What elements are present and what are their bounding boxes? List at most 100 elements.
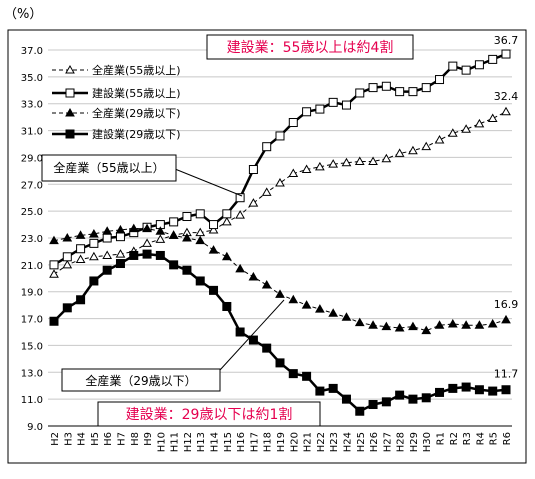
x-tick-label: R6 xyxy=(502,432,513,445)
legend-label: 全産業(29歳以下) xyxy=(92,106,181,120)
data-point xyxy=(75,254,86,263)
y-tick-label: 11.0 xyxy=(21,395,43,406)
data-point xyxy=(461,65,471,75)
data-point xyxy=(195,227,206,237)
x-tick-label: H17 xyxy=(249,432,260,452)
data-point xyxy=(169,217,179,227)
x-tick-label: H6 xyxy=(103,432,114,446)
square-filled-marker-icon xyxy=(65,129,75,139)
data-point xyxy=(328,159,339,168)
data-point xyxy=(474,320,485,329)
x-tick-label: H9 xyxy=(143,432,154,446)
x-tick-label: H28 xyxy=(396,432,407,452)
data-point xyxy=(208,245,219,254)
data-point xyxy=(447,128,458,137)
data-point xyxy=(235,210,245,219)
data-point xyxy=(501,49,511,59)
data-point xyxy=(488,386,498,396)
data-point xyxy=(49,316,59,326)
data-point xyxy=(128,223,139,233)
younger-box-callout: 全産業（29歳以下） xyxy=(61,299,285,392)
x-tick-label: H29 xyxy=(409,432,420,452)
data-point xyxy=(209,285,219,295)
data-point xyxy=(248,335,258,345)
data-point xyxy=(368,83,378,93)
data-point xyxy=(248,271,259,281)
data-point xyxy=(395,87,405,97)
y-tick-label: 23.0 xyxy=(21,234,43,245)
data-point xyxy=(62,232,73,242)
series-2 xyxy=(49,223,511,335)
x-tick-label: H3 xyxy=(63,432,74,446)
data-point xyxy=(182,212,192,222)
triangle-marker-icon xyxy=(65,64,75,74)
end-labels: 32.4 36.7 16.9 11.7 xyxy=(494,34,519,381)
series-layer xyxy=(49,49,511,416)
square-marker-icon xyxy=(65,88,75,98)
data-point xyxy=(182,265,192,275)
data-point xyxy=(248,198,259,207)
data-point xyxy=(328,308,339,317)
series-line xyxy=(53,228,507,332)
data-point xyxy=(354,317,365,327)
data-point xyxy=(142,249,152,259)
data-point xyxy=(341,157,352,167)
data-point xyxy=(76,295,86,305)
data-point xyxy=(155,250,165,260)
data-point xyxy=(408,145,418,155)
data-point xyxy=(394,148,405,157)
data-point xyxy=(195,235,206,245)
end-value-label: 32.4 xyxy=(494,90,519,103)
legend-item-all-55: 全産業(55歳以上) xyxy=(52,63,181,77)
x-tick-label: H18 xyxy=(263,432,274,452)
x-tick-label: H16 xyxy=(236,432,247,452)
data-point xyxy=(102,265,112,275)
data-point xyxy=(315,104,325,114)
data-point xyxy=(261,279,272,289)
data-point xyxy=(434,320,445,329)
y-tick-label: 33.0 xyxy=(21,100,43,111)
x-tick-label: R1 xyxy=(436,432,447,445)
chart-frame xyxy=(7,29,527,464)
data-point xyxy=(395,390,405,400)
x-tick-label: H26 xyxy=(369,432,380,452)
data-point xyxy=(102,250,113,259)
data-point xyxy=(221,216,232,226)
x-tick-label: H12 xyxy=(183,432,194,452)
x-tick-label: H27 xyxy=(382,432,393,452)
data-point xyxy=(222,301,232,311)
data-point xyxy=(474,60,484,70)
data-point xyxy=(408,394,418,404)
data-point xyxy=(235,327,245,337)
data-point xyxy=(328,97,338,107)
data-point xyxy=(341,100,351,110)
y-tick-label: 9.0 xyxy=(27,422,43,433)
data-point xyxy=(394,322,405,332)
data-point xyxy=(315,304,325,313)
x-tick-label: H7 xyxy=(116,432,127,446)
data-point xyxy=(408,87,418,97)
data-point xyxy=(368,400,378,410)
data-point xyxy=(75,230,86,239)
data-point xyxy=(302,107,312,117)
data-point xyxy=(435,75,445,85)
data-point xyxy=(235,263,245,273)
legend-label: 全産業(55歳以上) xyxy=(92,63,181,77)
highlight-older-callout: 建設業：55歳以上は約4割 xyxy=(206,34,414,60)
data-point xyxy=(341,312,352,321)
highlight-older-text: 建設業：55歳以上は約4割 xyxy=(227,39,394,56)
data-point xyxy=(195,276,205,286)
x-tick-label: H30 xyxy=(422,432,433,452)
y-tick-label: 31.0 xyxy=(21,127,43,138)
end-value-label: 11.7 xyxy=(494,368,519,381)
series-3 xyxy=(49,249,511,416)
data-point xyxy=(328,383,338,393)
data-point xyxy=(115,232,125,242)
data-point xyxy=(49,235,59,245)
data-point xyxy=(421,393,431,403)
y-tick-label: 25.0 xyxy=(21,207,43,218)
leader-line xyxy=(219,299,285,371)
end-value-label: 16.9 xyxy=(494,298,519,311)
data-point xyxy=(461,382,471,392)
